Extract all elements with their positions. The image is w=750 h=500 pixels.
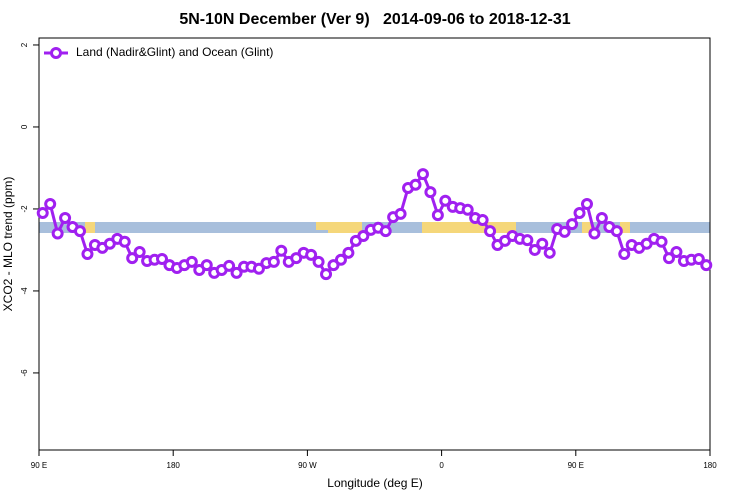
data-point [320,268,333,281]
data-point [44,198,57,211]
data-point [610,225,623,238]
y-tick-label: -2 [20,205,29,213]
data-point [334,253,347,266]
data-point [59,211,72,224]
data-point [275,244,288,257]
data-point [223,259,236,272]
y-tick-label: 2 [20,42,29,47]
data-point [394,207,407,220]
data-point [655,235,668,248]
data-point [528,243,541,256]
data-point [36,207,49,220]
data-point [342,246,355,259]
x-tick-label: 90 E [31,461,47,470]
data-point [543,246,556,259]
data-point [230,266,243,279]
chart-title: 5N-10N December (Ver 9) 2014-09-06 to 20… [179,11,570,28]
y-tick-label: -6 [20,369,29,377]
y-tick-label: 0 [20,124,29,129]
data-point [51,227,64,240]
data-point [588,227,601,240]
y-axis-label: XCO2 - MLO trend (ppm) [1,177,15,312]
land-patch [422,222,516,233]
plot-frame [38,37,711,451]
data-point [185,255,198,268]
data-point [595,211,608,224]
data-point [439,194,452,207]
x-tick-label: 90 W [298,461,317,470]
data-point [252,262,265,275]
data-point [409,178,422,191]
x-tick-label: 180 [703,461,717,470]
data-point [461,203,474,216]
data-point [431,209,444,222]
data-point [357,230,370,243]
data-point [305,248,318,261]
data-point [81,248,94,261]
legend-marker [50,47,62,59]
data-point [267,255,280,268]
data-point [573,207,586,220]
land-patch [582,222,592,233]
data-point [476,214,489,227]
data-point [521,234,534,247]
data-point [379,225,392,238]
data-point [670,245,683,258]
data-point [74,225,87,238]
data-point [126,252,139,265]
data-point [558,225,571,238]
data-point [290,252,303,265]
data-point [700,259,713,272]
legend-label: Land (Nadir&Glint) and Ocean (Glint) [76,45,273,59]
data-point [580,198,593,211]
data-point [327,259,340,272]
y-tick-label: -4 [20,287,29,295]
data-point [118,235,131,248]
x-tick-label: 180 [167,461,181,470]
land-patch [328,222,362,233]
data-point [692,252,705,265]
data-point [312,255,325,268]
legend: Land (Nadir&Glint) and Ocean (Glint) [44,45,273,59]
data-point [662,252,675,265]
data-point [618,248,631,261]
data-point [536,237,549,250]
data-point [484,225,497,238]
data-point [156,252,169,265]
x-tick-label: 0 [439,461,444,470]
data-point [424,186,437,199]
data-point [566,218,579,231]
data-point [416,168,429,181]
land-patch [316,222,328,230]
x-axis-label: Longitude (deg E) [327,476,422,490]
x-tick-label: 90 E [568,461,584,470]
data-point [200,259,213,272]
land-patch [620,222,630,233]
data-point [133,245,146,258]
land-patch [85,222,95,233]
